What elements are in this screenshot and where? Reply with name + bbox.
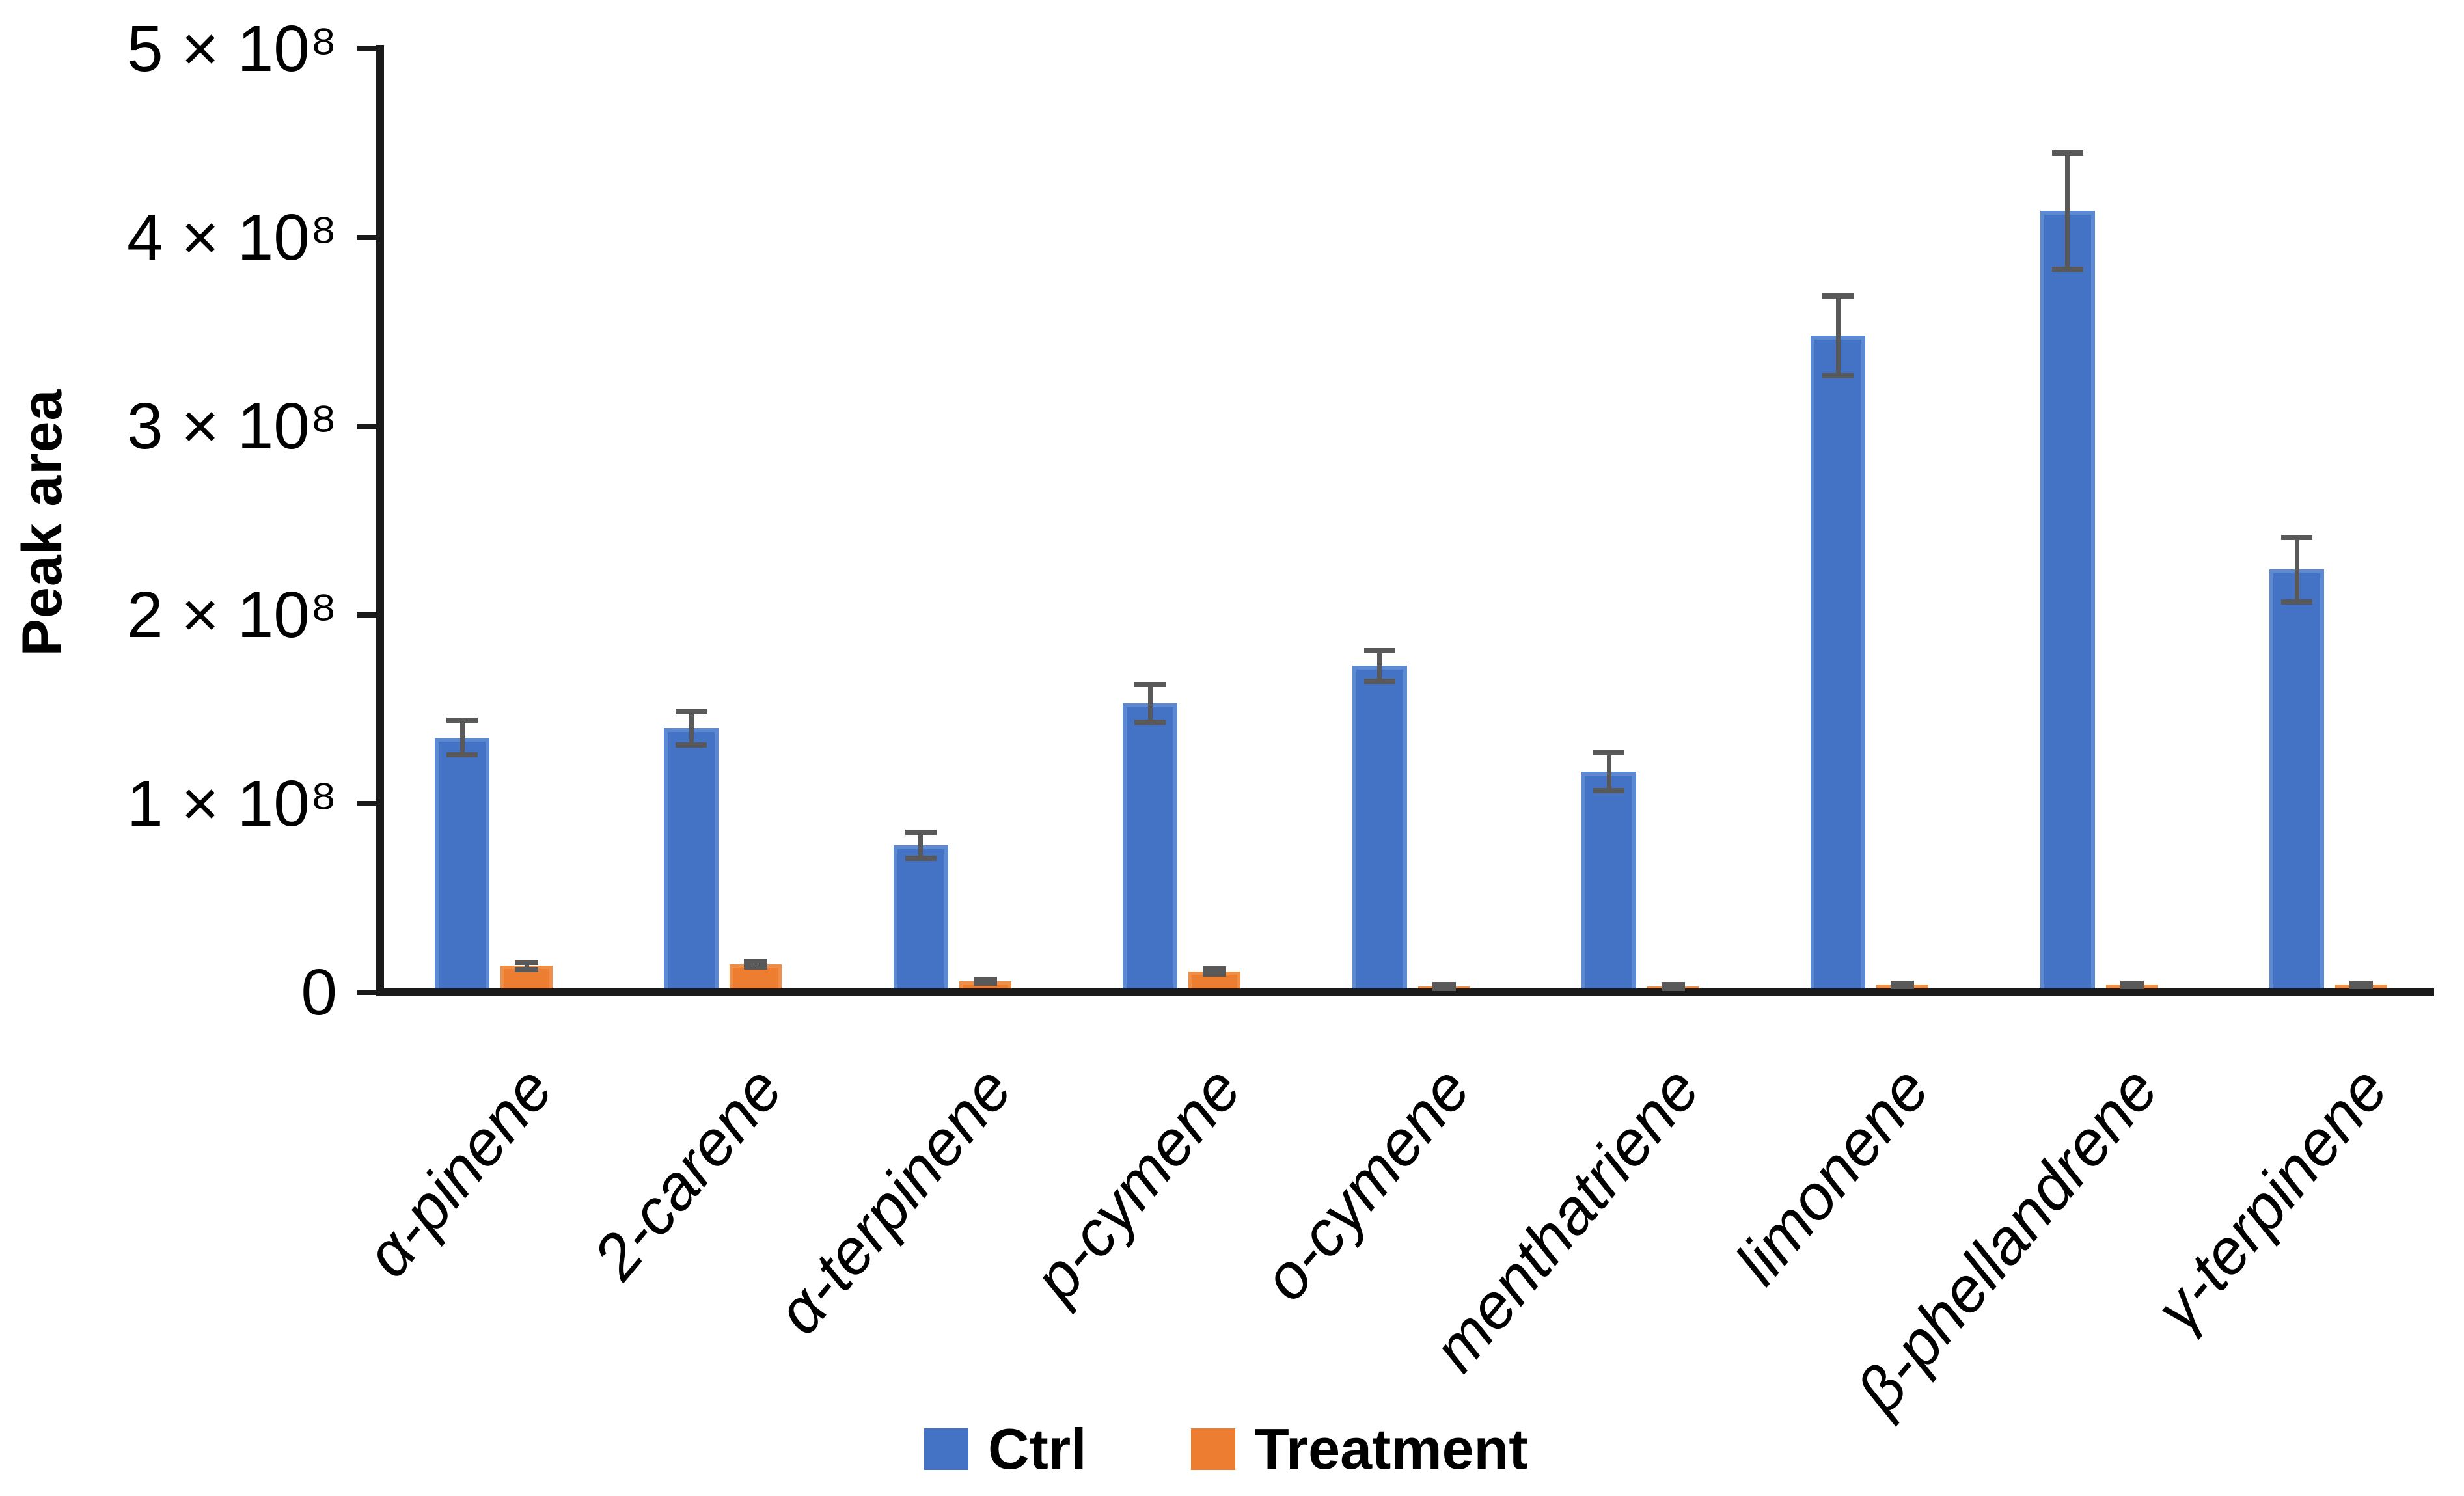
error-bar-bottom-cap [1432, 986, 1456, 992]
legend-label-treatment: Treatment [1254, 1417, 1528, 1481]
error-bar-top-cap [1134, 682, 1166, 688]
x-category-label: 2-carene [579, 1053, 796, 1292]
error-bar [1212, 968, 1217, 975]
error-bar [1377, 651, 1382, 681]
error-bar-bottom-cap [1363, 678, 1395, 684]
error-bar-bottom-cap [2120, 984, 2144, 990]
y-tick-label: 2 × 10⁸ [127, 578, 337, 651]
x-category-label: limonene [1721, 1053, 1943, 1298]
x-category-label: α-pinene [351, 1053, 567, 1290]
x-category-label: o-cymene [1248, 1053, 1484, 1314]
error-bar [1606, 752, 1611, 791]
error-bar-top-cap [1593, 750, 1624, 755]
x-category-label: γ-terpinene [2141, 1053, 2402, 1344]
ctrl-bar [435, 737, 489, 992]
x-category-label: p-cymene [1019, 1053, 1255, 1314]
error-bar-top-cap [2120, 980, 2144, 986]
y-tick-label: 5 × 10⁸ [127, 12, 337, 85]
error-bar [459, 720, 465, 755]
error-bar-bottom-cap [1593, 787, 1624, 793]
x-category-label: α-terpinene [761, 1053, 1025, 1348]
error-bar-bottom-cap [446, 752, 478, 757]
error-bar-bottom-cap [1662, 986, 1685, 992]
ctrl-bar [1352, 666, 1407, 992]
error-bar-top-cap [446, 718, 478, 724]
error-bar-bottom-cap [1891, 984, 1915, 990]
error-bar-top-cap [1822, 293, 1854, 299]
error-bar-top-cap [1363, 648, 1395, 654]
error-bar-bottom-cap [515, 967, 538, 973]
error-bar-top-cap [1662, 982, 1685, 988]
error-bar-bottom-cap [905, 856, 937, 862]
error-bar-top-cap [2349, 980, 2374, 986]
y-tick-label: 0 [301, 956, 337, 1029]
legend-label-ctrl: Ctrl [988, 1417, 1087, 1481]
y-tick-label: 1 × 10⁸ [127, 767, 337, 840]
legend-swatch-treatment-icon [1191, 1428, 1235, 1470]
ctrl-bar [2040, 211, 2095, 992]
y-tick-label: 3 × 10⁸ [127, 390, 337, 463]
error-bar-bottom-cap [2281, 599, 2313, 605]
error-bar-bottom-cap [1822, 372, 1854, 378]
error-bar [918, 832, 924, 859]
error-bar [689, 711, 694, 746]
error-bar-top-cap [676, 708, 707, 714]
error-bar-top-cap [2281, 535, 2313, 541]
ctrl-bar [1811, 335, 1866, 992]
error-bar [2294, 537, 2299, 602]
y-tick [357, 990, 379, 995]
error-bar-bottom-cap [1134, 720, 1166, 726]
error-bar-top-cap [973, 976, 997, 982]
y-tick [357, 46, 379, 51]
error-bar-top-cap [905, 829, 937, 835]
error-bar-top-cap [744, 959, 768, 964]
y-tick [357, 612, 379, 618]
error-bar-top-cap [1432, 982, 1456, 988]
ctrl-bar [1123, 703, 1178, 992]
error-bar [1147, 685, 1153, 723]
error-bar-bottom-cap [2051, 267, 2083, 273]
error-bar [1835, 295, 1841, 375]
y-tick [357, 424, 379, 429]
error-bar-top-cap [1203, 966, 1227, 972]
error-bar [753, 961, 758, 967]
ctrl-bar [893, 845, 948, 992]
y-tick [357, 801, 379, 806]
error-bar-bottom-cap [2349, 984, 2374, 990]
legend-swatch-ctrl-icon [924, 1428, 968, 1470]
y-axis-line [376, 45, 384, 996]
error-bar-bottom-cap [973, 980, 997, 986]
ctrl-bar [2269, 569, 2325, 992]
ctrl-bar [1581, 771, 1636, 992]
ctrl-bar [664, 728, 719, 992]
y-tick-label: 4 × 10⁸ [127, 201, 337, 274]
legend: Ctrl Treatment [0, 1411, 2464, 1496]
error-bar-top-cap [2051, 150, 2083, 156]
error-bar-top-cap [1891, 980, 1915, 986]
error-bar [524, 962, 529, 970]
y-axis-title: Peak area [11, 388, 74, 657]
error-bar-bottom-cap [676, 742, 707, 748]
error-bar-bottom-cap [1203, 972, 1227, 977]
error-bar-top-cap [515, 959, 538, 965]
y-tick [357, 235, 379, 240]
x-axis-line [376, 988, 2434, 996]
error-bar-bottom-cap [744, 964, 768, 970]
error-bar [2065, 152, 2070, 270]
